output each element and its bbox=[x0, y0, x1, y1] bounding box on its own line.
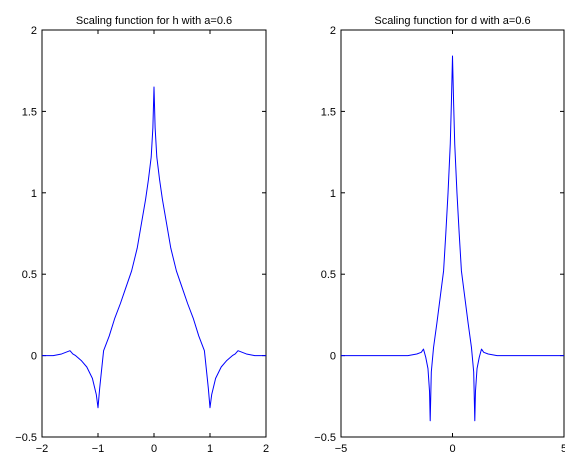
right-chart-ytick-label: 0 bbox=[330, 351, 336, 363]
left-chart-title: Scaling function for h with a=0.6 bbox=[76, 15, 232, 27]
right-chart-series-line bbox=[341, 55, 564, 422]
left-chart-ytick-label: 1 bbox=[31, 188, 37, 200]
left-chart-ticks: −2 −1 0 1 2 −0.5 0 0.5 1 1.5 2 bbox=[15, 25, 269, 455]
right-chart-ticks: −5 0 5 −0.5 0 0.5 1 1.5 2 bbox=[314, 25, 565, 455]
left-chart-panel: Scaling function for h with a=0.6 −2 −1 0 1… bbox=[15, 15, 269, 455]
right-chart-ytick-label: −0.5 bbox=[314, 432, 336, 444]
left-chart-series-line bbox=[42, 86, 266, 409]
right-chart-axes bbox=[340, 29, 565, 438]
right-chart-ytick-label: 1 bbox=[330, 188, 336, 200]
left-chart-xtick-label: −1 bbox=[92, 443, 105, 455]
right-chart-xtick-label: 5 bbox=[561, 443, 565, 455]
right-chart-xtick-label: −5 bbox=[335, 443, 348, 455]
left-chart-ytick-label: 1.5 bbox=[22, 106, 37, 118]
right-chart-ytick-label: 1.5 bbox=[321, 106, 336, 118]
left-chart-ytick-label: 0 bbox=[31, 351, 37, 363]
right-chart-xtick-label: 0 bbox=[449, 443, 455, 455]
right-chart-panel: Scaling function for d with a=0.6 −5 0 5 −0… bbox=[314, 15, 565, 455]
left-chart-ytick-label: 2 bbox=[31, 25, 37, 37]
left-chart-xtick-label: 2 bbox=[263, 443, 269, 455]
left-chart-ytick-label: −0.5 bbox=[15, 432, 37, 444]
left-chart-xtick-label: 1 bbox=[207, 443, 213, 455]
left-chart-xtick-label: 0 bbox=[151, 443, 157, 455]
left-chart-xtick-label: −2 bbox=[36, 443, 49, 455]
right-chart-ytick-label: 0.5 bbox=[321, 269, 336, 281]
left-chart-ytick-label: 0.5 bbox=[22, 269, 37, 281]
right-chart-title: Scaling function for d with a=0.6 bbox=[374, 15, 530, 27]
right-chart-ytick-label: 2 bbox=[330, 25, 336, 37]
